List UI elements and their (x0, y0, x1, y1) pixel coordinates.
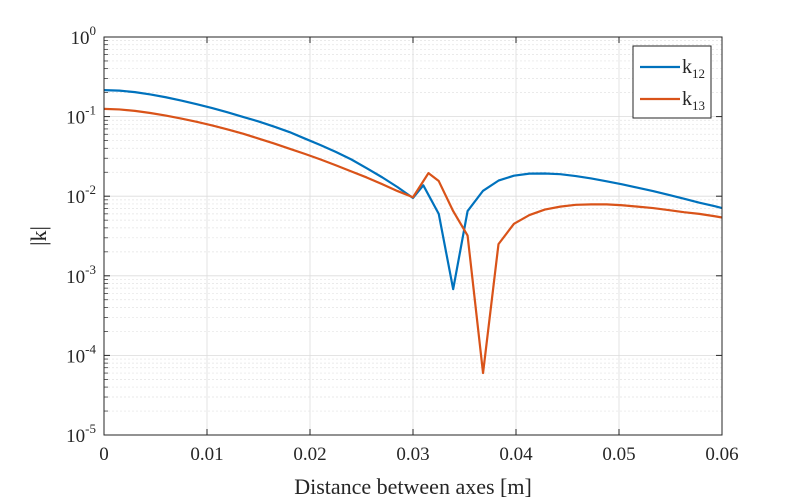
legend[interactable]: k12 k13 (632, 45, 712, 119)
x-tick-label: 0.01 (190, 444, 223, 465)
series-line-k13 (103, 107, 723, 375)
y-tick-base: 10 (66, 346, 85, 367)
x-tick-label: 0.05 (602, 444, 635, 465)
y-tick-exponent: -3 (85, 262, 96, 277)
y-tick-base: 10 (66, 187, 85, 208)
legend-box (632, 45, 712, 119)
legend-entry-k13[interactable]: k13 (640, 88, 705, 113)
y-tick-label: 10-1 (66, 103, 96, 129)
x-tick-label: 0.03 (396, 444, 429, 465)
y-tick-label: 10-4 (66, 341, 96, 367)
x-tick-label: 0 (99, 444, 109, 465)
x-tick-label: 0.02 (293, 444, 326, 465)
y-tick-label: 10-3 (66, 262, 96, 288)
y-tick-exponent: -2 (85, 182, 96, 197)
y-tick-exponent: -5 (85, 421, 96, 436)
legend-label-k13: k13 (682, 88, 705, 113)
y-tick-exponent: -4 (85, 341, 96, 356)
x-axis-label: Distance between axes [m] (294, 474, 532, 499)
legend-label-k12: k12 (682, 56, 705, 81)
series-layer (103, 89, 723, 375)
y-tick-label: 10-2 (66, 182, 96, 208)
series-line-k12 (103, 89, 723, 291)
x-tick-labels: 0 0.01 0.02 0.03 0.04 0.05 0.06 (99, 444, 738, 465)
y-tick-label: 100 (71, 23, 97, 49)
x-tick-label: 0.04 (499, 444, 533, 465)
x-tick-label: 0.06 (705, 444, 738, 465)
legend-entry-k12[interactable]: k12 (640, 56, 705, 81)
y-tick-base: 10 (71, 28, 90, 49)
y-tick-label: 10-5 (66, 421, 96, 447)
y-axis-label: |k| (26, 226, 51, 246)
tick-marks (103, 36, 723, 436)
y-tick-base: 10 (66, 108, 85, 129)
y-tick-base: 10 (66, 267, 85, 288)
y-tick-exponent: 0 (90, 23, 97, 38)
y-tick-exponent: -1 (85, 103, 96, 118)
y-tick-base: 10 (66, 426, 85, 447)
